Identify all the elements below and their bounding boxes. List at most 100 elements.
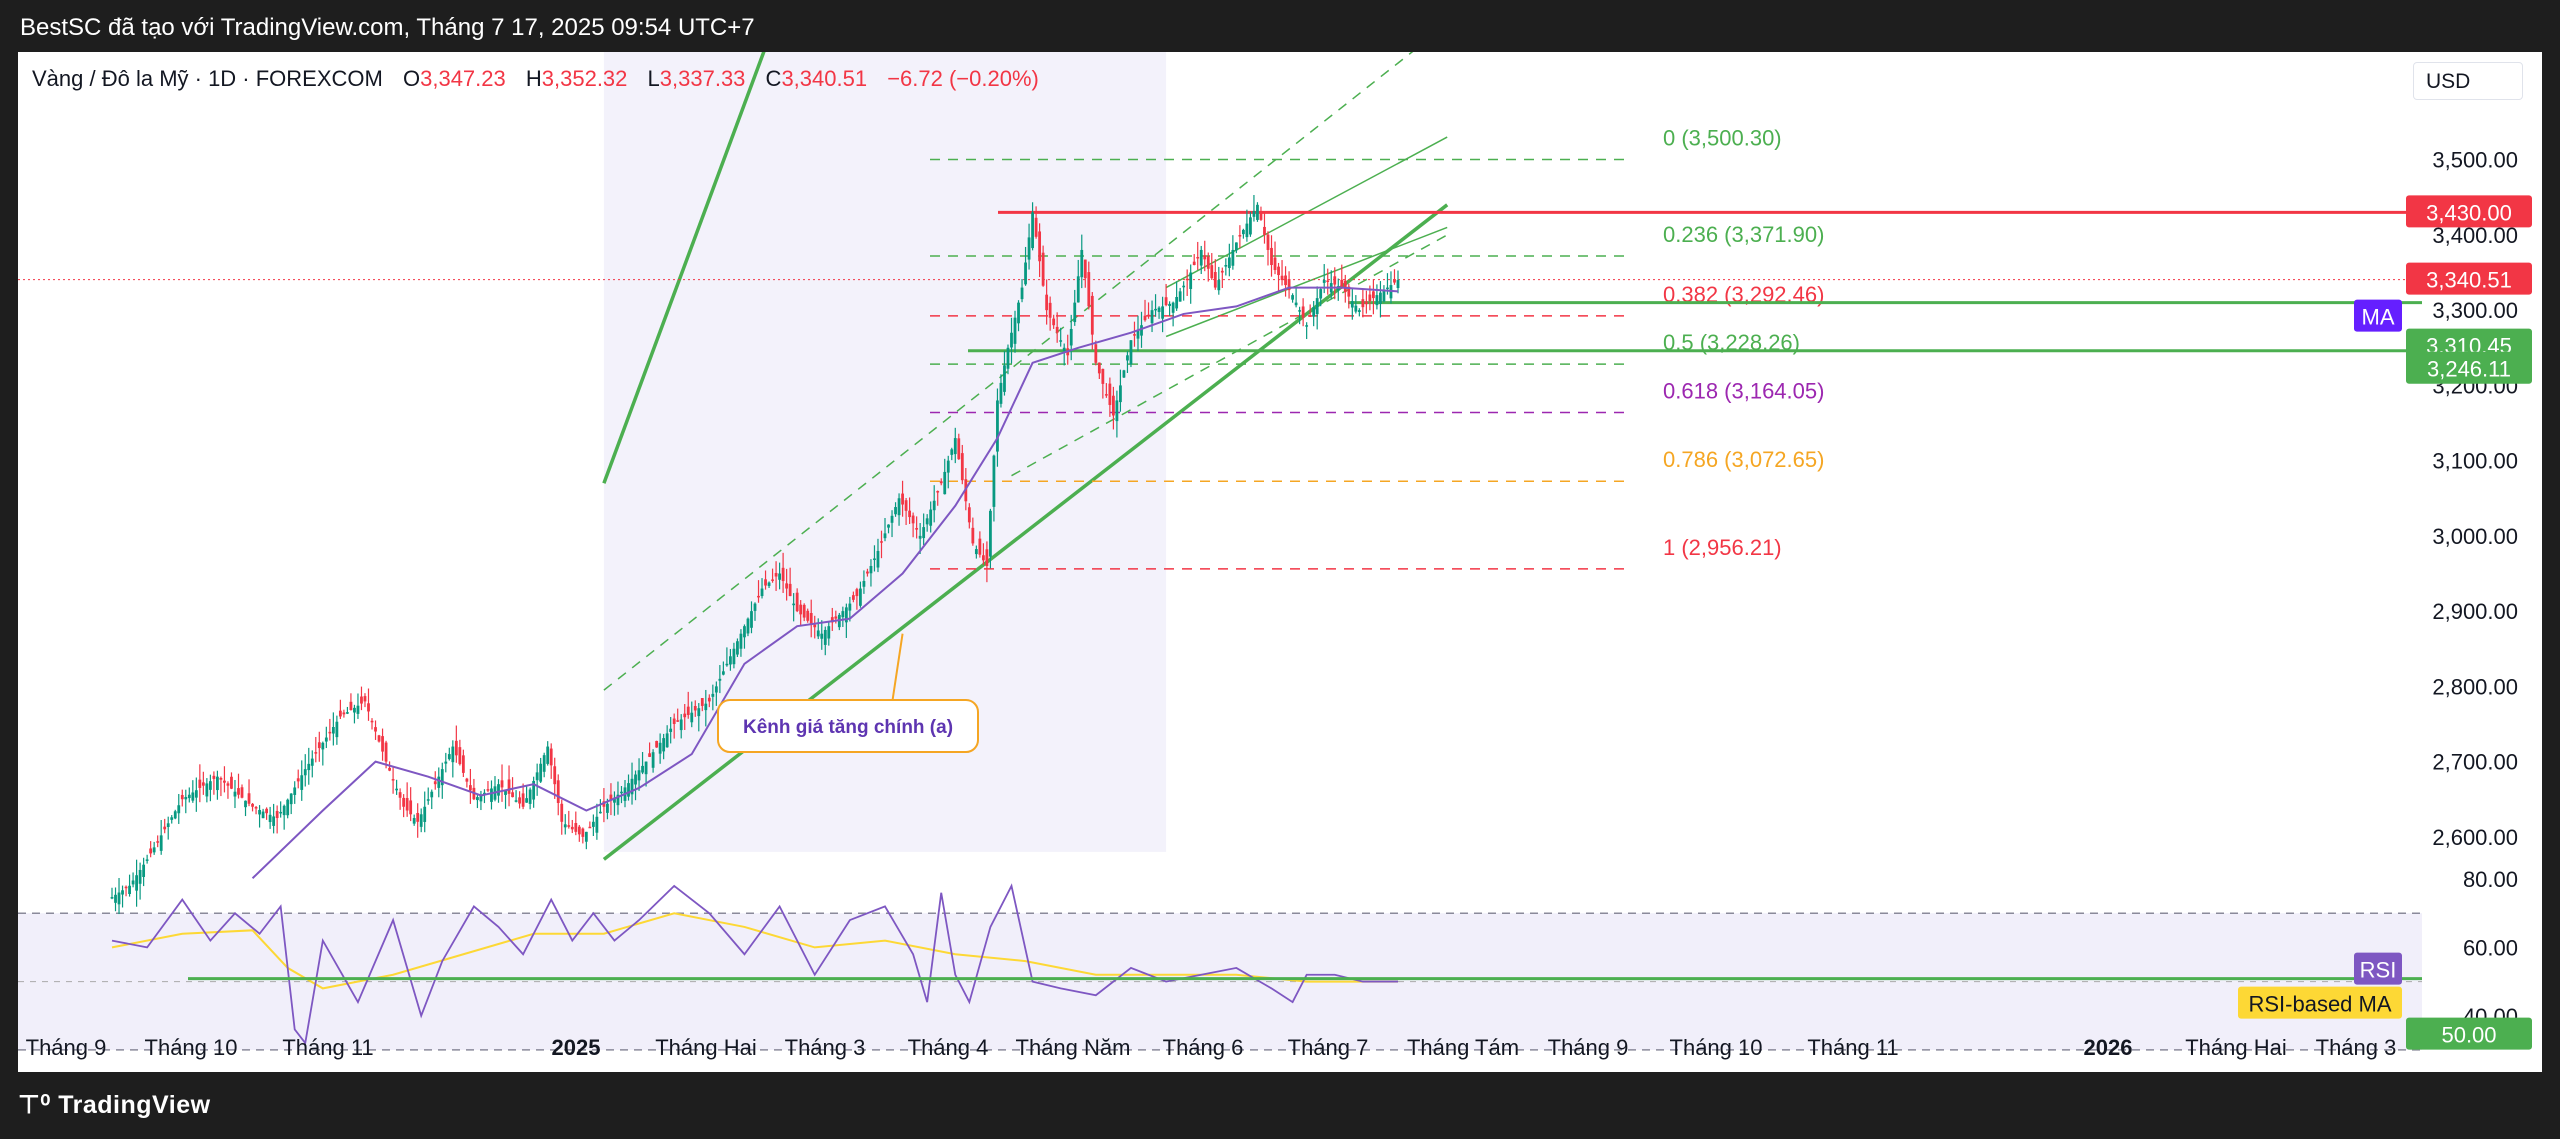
channel-upper-line	[602, 52, 766, 484]
rsi-ma-badge-bg	[2238, 986, 2402, 1019]
candle-body	[630, 778, 634, 795]
rsi-axis-tick: 60.00	[2463, 935, 2518, 960]
candle-body	[546, 746, 550, 764]
candle-body	[440, 769, 444, 786]
candle-body	[409, 800, 413, 815]
fib-level-label: 0.618 (3,164.05)	[1663, 378, 1824, 403]
candle-body	[1361, 299, 1365, 308]
candle-body	[714, 686, 718, 693]
candle-body	[584, 831, 588, 842]
candle-body	[465, 778, 469, 782]
candle-body	[374, 727, 377, 732]
candle-body	[405, 798, 409, 811]
candle-body	[732, 648, 736, 665]
low-value: 3,337.33	[659, 66, 746, 91]
candle-body	[110, 897, 114, 899]
candle-body	[1020, 287, 1024, 300]
candle-body	[412, 818, 416, 824]
candle-body	[764, 579, 767, 586]
rsi-axis-tick: 80.00	[2463, 867, 2518, 892]
candle-body	[1115, 400, 1119, 422]
tv-logo-icon: ⊤⁰	[18, 1091, 59, 1119]
candle-body	[799, 604, 803, 615]
price-axis-tick: 3,500.00	[2432, 148, 2518, 173]
candle-body	[272, 816, 276, 826]
time-axis-tick: Tháng Hai	[2185, 1035, 2287, 1060]
candle-body	[454, 740, 458, 756]
chart-canvas[interactable]: 0 (3,500.30)0.236 (3,371.90)0.382 (3,292…	[18, 52, 2542, 1072]
candle-body	[827, 626, 831, 639]
candle-body	[1252, 211, 1256, 217]
candle-body	[152, 847, 156, 853]
candle-body	[683, 713, 687, 718]
low-label: L	[647, 66, 660, 91]
candle-body	[676, 720, 680, 722]
candle-body	[289, 793, 293, 805]
candle-body	[430, 791, 434, 798]
open-value: 3,347.23	[420, 66, 506, 91]
chart-panel[interactable]: 0 (3,500.30) 0.236 (3,371.90) 0.382 (3,292…	[18, 52, 2542, 1072]
candle-body	[591, 821, 595, 827]
candle-body	[760, 588, 764, 597]
candle-body	[261, 811, 265, 819]
candle-body	[1076, 276, 1080, 303]
candle-body	[1003, 365, 1006, 392]
candle-body	[542, 755, 546, 772]
time-axis-tick: Tháng 7	[1288, 1035, 1369, 1060]
candle-body	[1213, 272, 1217, 288]
candle-body	[1234, 242, 1238, 251]
candle-body	[834, 616, 838, 619]
candle-body	[497, 784, 500, 796]
candle-body	[669, 728, 673, 732]
candle-body	[721, 671, 725, 675]
candle-body	[700, 698, 704, 706]
candle-body	[922, 527, 926, 539]
candle-body	[437, 776, 441, 788]
candle-body	[725, 663, 729, 666]
symbol-name: Vàng / Đô la Mỹ · 1D · FOREXCOM	[32, 66, 383, 91]
candle-body	[570, 826, 574, 830]
candle-body	[388, 767, 391, 771]
candle-body	[1217, 280, 1221, 291]
candle-body	[553, 766, 557, 785]
candle-body	[908, 510, 912, 518]
high-value: 3,352.32	[541, 66, 628, 91]
candle-body	[1305, 325, 1309, 327]
candle-body	[981, 555, 985, 561]
candle-body	[746, 618, 750, 634]
last-price-badge: 3,340.51	[2426, 268, 2512, 293]
time-axis-tick: Tháng 4	[908, 1035, 989, 1060]
candle-body	[1319, 289, 1323, 299]
candle-body	[929, 509, 933, 526]
candle-body	[978, 538, 982, 555]
time-axis-tick: Tháng 11	[282, 1035, 373, 1060]
candle-body	[1189, 272, 1193, 289]
tradingview-logo[interactable]: ⊤⁰ TradingView	[18, 1090, 211, 1120]
candle-body	[1203, 255, 1207, 260]
candle-body	[275, 811, 279, 819]
candle-body	[1136, 330, 1140, 339]
candle-body	[1059, 340, 1063, 342]
time-axis-tick: Tháng 6	[1163, 1035, 1244, 1060]
candle-body	[634, 774, 637, 785]
currency-selector[interactable]: USD	[2413, 62, 2523, 100]
candle-body	[1111, 395, 1115, 416]
candle-body	[1340, 279, 1344, 288]
candle-body	[1364, 301, 1368, 305]
candle-body	[1097, 362, 1101, 374]
candle-body	[890, 515, 894, 523]
candle-body	[201, 782, 205, 786]
candle-body	[198, 779, 202, 788]
time-axis-tick: Tháng 9	[26, 1035, 107, 1060]
candle-body	[447, 754, 451, 760]
candle-body	[1083, 259, 1087, 279]
candle-body	[535, 772, 539, 781]
candle-body	[138, 869, 142, 884]
candle-body	[402, 797, 406, 807]
candle-body	[363, 696, 367, 702]
candle-body	[135, 875, 138, 891]
candle-body	[609, 794, 613, 801]
candle-body	[1143, 315, 1147, 321]
candle-body	[1006, 347, 1010, 369]
candle-body	[1259, 211, 1263, 220]
